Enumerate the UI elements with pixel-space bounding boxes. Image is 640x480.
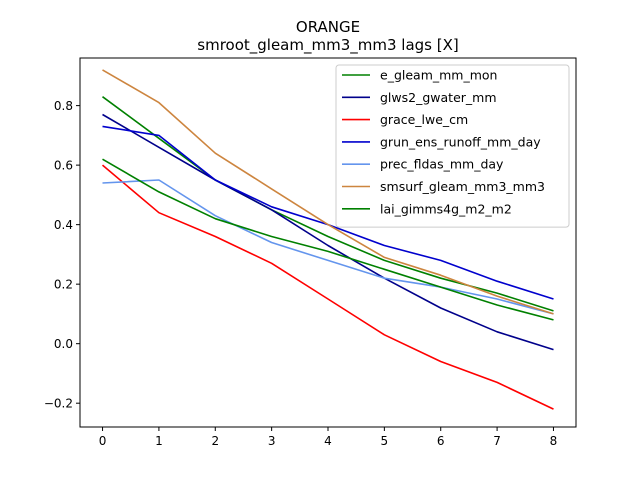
series-line-5: [102, 179, 554, 315]
series-line-7: [102, 158, 554, 321]
legend-label: grun_ens_runoff_mm_day: [380, 134, 541, 149]
legend-box: [335, 64, 570, 228]
series-line-6: [102, 69, 554, 315]
x-tick-label: 3: [268, 434, 276, 448]
x-tick-label: 1: [155, 434, 163, 448]
x-tick-label: 8: [550, 434, 558, 448]
y-tick-label: 0.2: [54, 278, 73, 292]
legend: e_gleam_mm_mon glws2_gwater_mm grace_lwe_c…: [335, 64, 570, 228]
series-layer: [101, 69, 554, 410]
x-tick-label: 5: [381, 434, 389, 448]
legend-label: e_gleam_mm_mon: [380, 68, 497, 83]
y-tick-label: 0.6: [54, 159, 73, 173]
plot-frame: [79, 57, 577, 428]
legend-label: lai_gimms4g_m2_m2: [380, 201, 512, 216]
legend-label: grace_lwe_cm: [380, 112, 468, 127]
x-tick-label: 6: [437, 434, 445, 448]
x-tick-label: 2: [211, 434, 219, 448]
y-tick-label: −0.2: [44, 397, 73, 411]
x-tick-label: 0: [99, 434, 107, 448]
chart-title: ORANGE: [296, 18, 360, 36]
series-line-2: [102, 113, 554, 351]
series-line-3: [101, 164, 554, 410]
y-tick-label: 0.4: [54, 218, 73, 232]
legend-label: glws2_gwater_mm: [380, 90, 497, 105]
series-line-1: [102, 96, 554, 312]
x-tick-label: 7: [493, 434, 501, 448]
y-tick-label: 0.8: [54, 99, 73, 113]
legend-label: prec_fldas_mm_day: [380, 157, 504, 172]
y-tick-label: 0.0: [54, 337, 73, 351]
chart-subtitle: smroot_gleam_mm3_mm3 lags [X]: [197, 36, 458, 55]
x-tick-label: 4: [324, 434, 332, 448]
legend-label: smsurf_gleam_mm3_mm3: [380, 179, 545, 194]
axes-layer: 0 1 2 3 4 5 6 7 8 −0.2 0.0 0.2 0.4 0.6 0.8: [44, 99, 557, 448]
